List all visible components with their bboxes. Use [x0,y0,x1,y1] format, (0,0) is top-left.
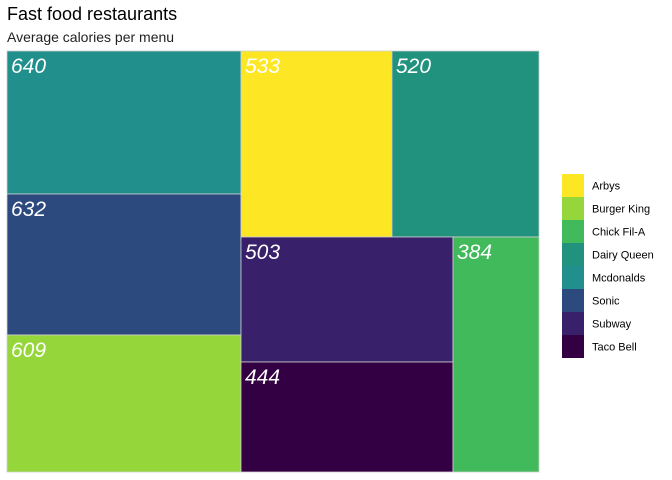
legend-label-mcdonalds: Mcdonalds [592,273,646,285]
tile-taco-bell [240,361,454,473]
legend-swatch-dairy-queen [562,243,584,266]
tile-label-subway: 503 [245,241,280,264]
tile-mcdonalds [6,50,242,195]
tile-label-arbys: 533 [245,55,280,78]
tile-dairy-queen [391,50,540,238]
tile-label-sonic: 632 [11,198,46,221]
legend-swatch-mcdonalds [562,266,584,289]
legend-swatch-subway [562,312,584,335]
legend-label-chick-fil-a: Chick Fil-A [592,227,646,239]
tile-label-taco-bell: 444 [245,366,280,389]
legend-label-subway: Subway [592,319,632,331]
legend-swatch-chick-fil-a [562,220,584,243]
legend-swatch-sonic [562,289,584,312]
tile-subway [240,236,454,363]
tile-burger-king [6,334,242,473]
legend-label-arbys: Arbys [592,181,621,193]
legend-label-taco-bell: Taco Bell [592,342,637,354]
legend-swatch-burger-king [562,197,584,220]
legend-swatch-arbys [562,174,584,197]
chart-subtitle: Average calories per menu [7,29,175,45]
tile-label-dairy-queen: 520 [396,55,431,78]
legend-label-dairy-queen: Dairy Queen [592,250,654,262]
legend-label-burger-king: Burger King [592,204,650,216]
tile-label-burger-king: 609 [11,339,46,362]
legend-label-sonic: Sonic [592,296,620,308]
tile-chick-fil-a [452,236,540,473]
legend-swatch-taco-bell [562,335,584,358]
chart-title: Fast food restaurants [7,4,178,24]
tile-label-mcdonalds: 640 [11,55,46,78]
tile-label-chick-fil-a: 384 [457,241,492,264]
tile-arbys [240,50,393,238]
